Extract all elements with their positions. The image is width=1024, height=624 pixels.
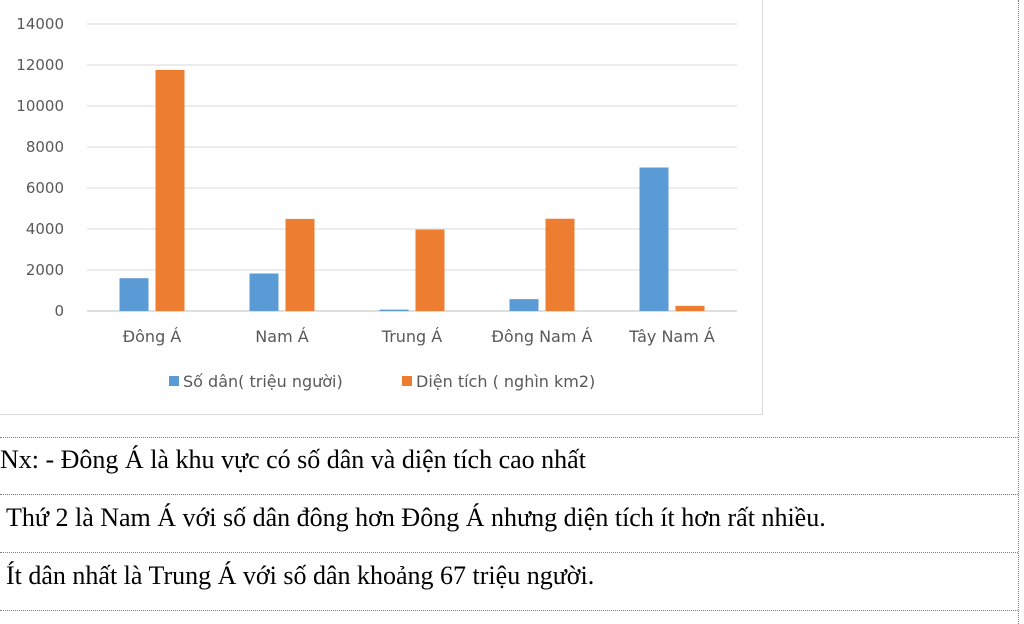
bars <box>119 69 705 311</box>
gridlines <box>87 23 737 312</box>
bar-population <box>119 278 149 311</box>
bar-area <box>545 218 575 311</box>
x-category-label: Đông Nam Á <box>492 327 593 346</box>
chart-area: 0 2000 4000 6000 8000 10000 12000 14000 Đông Á N… <box>0 0 763 415</box>
y-tick-label: 4000 <box>26 220 64 238</box>
legend-label: Số dân( triệu người) <box>183 372 343 391</box>
y-tick-label: 0 <box>54 302 64 320</box>
y-tick-label: 6000 <box>26 179 64 197</box>
y-tick-label: 10000 <box>16 97 64 115</box>
x-category-label: Tây Nam Á <box>628 327 715 346</box>
y-tick-label: 2000 <box>26 261 64 279</box>
legend: Số dân( triệu người) Diện tích ( nghìn km… <box>169 372 595 391</box>
y-tick-label: 8000 <box>26 138 64 156</box>
x-category-label: Nam Á <box>255 327 308 346</box>
legend-swatch <box>169 376 179 386</box>
bar-area <box>155 69 185 311</box>
bar-population <box>379 309 409 311</box>
x-category-label: Trung Á <box>381 327 443 346</box>
bar-area <box>675 305 705 311</box>
bar-chart: 0 2000 4000 6000 8000 10000 12000 14000 Đông Á N… <box>16 15 737 391</box>
bar-population <box>249 273 279 311</box>
y-tick-label: 14000 <box>16 15 64 33</box>
x-axis-categories: Đông Á Nam Á Trung Á Đông Nam Á Tây Nam Á <box>123 327 715 346</box>
note-line-1: Nx: - Đông Á là khu vực có số dân và diệ… <box>0 437 1018 494</box>
bar-area <box>415 229 445 311</box>
bar-population <box>509 299 539 311</box>
x-category-label: Đông Á <box>123 327 182 346</box>
bar-area <box>285 218 315 311</box>
y-axis-ticks: 0 2000 4000 6000 8000 10000 12000 14000 <box>16 15 64 320</box>
bar-population <box>639 167 669 311</box>
y-tick-label: 12000 <box>16 56 64 74</box>
legend-label: Diện tích ( nghìn km2) <box>416 372 595 391</box>
legend-swatch <box>402 376 412 386</box>
page-border <box>1018 0 1019 624</box>
note-line-2: Thứ 2 là Nam Á với số dân đông hơn Đông … <box>0 494 1018 552</box>
table-bottom-border <box>0 610 1018 611</box>
note-line-3: Ít dân nhất là Trung Á với số dân khoảng… <box>0 552 1018 624</box>
